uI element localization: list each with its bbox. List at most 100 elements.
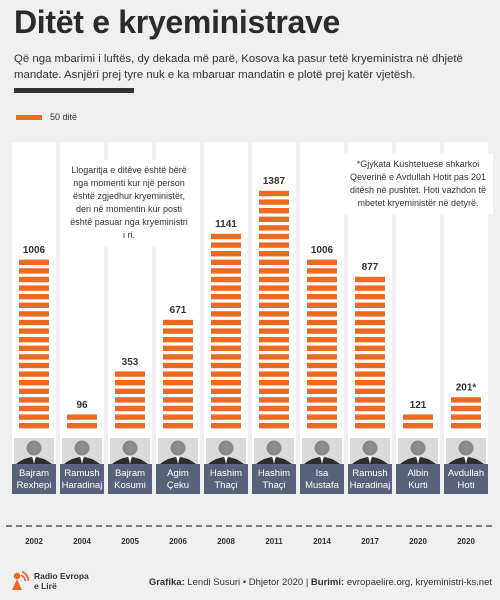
avatar [158, 438, 198, 464]
pm-last-name: Çeku [167, 480, 189, 491]
year-label: 2006 [169, 537, 187, 546]
bar-block [163, 397, 193, 403]
bar-block [211, 251, 241, 257]
bar-block [403, 423, 433, 429]
bar-block [451, 397, 481, 403]
avatar [302, 438, 342, 464]
name-plate [204, 464, 248, 494]
year-label: 2008 [217, 537, 235, 546]
bar-block [307, 319, 337, 326]
bar-block [355, 276, 385, 283]
bar-block [67, 414, 97, 420]
avatar [14, 438, 54, 464]
pm-last-name: Rexhepi [17, 480, 52, 491]
legend-swatch [16, 114, 42, 120]
bar-block [355, 345, 385, 351]
bar-block [355, 294, 385, 300]
bar-block [19, 371, 49, 377]
bar-block [211, 302, 241, 308]
bar-block [403, 414, 433, 420]
bar-block [115, 405, 145, 412]
bar-block [115, 414, 145, 420]
bar-block [259, 268, 289, 274]
bar-block [19, 268, 49, 274]
bar-block [163, 371, 193, 377]
value-label: 1141 [215, 219, 237, 230]
credits-label-graphics: Grafika: [148, 577, 185, 588]
bar-block [355, 397, 385, 403]
bar-block [259, 225, 289, 231]
bar-block [259, 423, 289, 429]
bar-block [307, 423, 337, 429]
annotation-method: Llogaritja e ditëve është bërë nga momen… [64, 160, 194, 253]
bar-block [259, 190, 289, 197]
logo-line-2: e Lirë [34, 581, 57, 591]
bar-block [211, 276, 241, 283]
bar-block [259, 319, 289, 326]
avatar [206, 438, 246, 464]
avatar [350, 438, 390, 464]
bar-block [211, 405, 241, 412]
year-label: 2020 [457, 537, 475, 546]
bar-block [259, 337, 289, 343]
title-rule [14, 88, 134, 93]
bar-block [259, 414, 289, 420]
bar-block [19, 337, 49, 343]
bar-block [259, 354, 289, 360]
bar-block [211, 414, 241, 420]
rel-logo-icon [12, 570, 30, 590]
bar-block [163, 345, 193, 351]
bar-block [19, 345, 49, 351]
bar-block [211, 337, 241, 343]
bar-block [211, 268, 241, 274]
credits-source: evropaelire.org, kryeministri-ks.net [346, 577, 492, 588]
bar-block [259, 285, 289, 291]
bar-block [259, 259, 289, 265]
bar-block [355, 423, 385, 429]
bar-block [355, 380, 385, 386]
bar-block [355, 405, 385, 412]
value-label: 96 [76, 400, 88, 411]
pm-last-name: Thaçi [262, 480, 285, 491]
credits-graphics: Lendi Susuri • Dhjetor 2020 | [187, 577, 309, 588]
value-label: 671 [170, 305, 187, 316]
year-label: 2002 [25, 537, 43, 546]
bar-block [259, 405, 289, 412]
year-label: 2017 [361, 537, 379, 546]
bar-block [211, 380, 241, 386]
pm-last-name: Kosumi [114, 480, 146, 491]
year-label: 2004 [73, 537, 91, 546]
bar-block [163, 319, 193, 326]
avatar [110, 438, 150, 464]
bar-block [307, 276, 337, 283]
bar-block [355, 362, 385, 369]
pm-first-name: Hashim [258, 468, 290, 479]
bar-block [259, 294, 289, 300]
pm-last-name: Mustafa [305, 480, 340, 491]
bar-block [19, 362, 49, 369]
bar-block [115, 397, 145, 403]
name-plate [348, 464, 392, 494]
logo-text: Radio Evropa e Lirë [34, 571, 89, 591]
bar-block [259, 311, 289, 317]
bar-block [355, 328, 385, 334]
bar-block [67, 423, 97, 429]
bar-block [259, 242, 289, 248]
bar-block [211, 233, 241, 240]
name-plate [156, 464, 200, 494]
pm-first-name: Bajram [19, 468, 49, 479]
bar-block [19, 405, 49, 412]
footer: Radio Evropa e Lirë Grafika: Lendi Susur… [0, 568, 500, 600]
bar-block [19, 397, 49, 403]
value-label: 1006 [23, 245, 46, 256]
bar-block [19, 259, 49, 265]
bar-block [19, 328, 49, 334]
bar-block [451, 414, 481, 420]
bar-block [211, 362, 241, 369]
rel-logo: Radio Evropa e Lirë [10, 570, 89, 592]
pm-last-name: Haradinaj [350, 480, 391, 491]
year-label: 2020 [409, 537, 427, 546]
year-label: 2005 [121, 537, 139, 546]
